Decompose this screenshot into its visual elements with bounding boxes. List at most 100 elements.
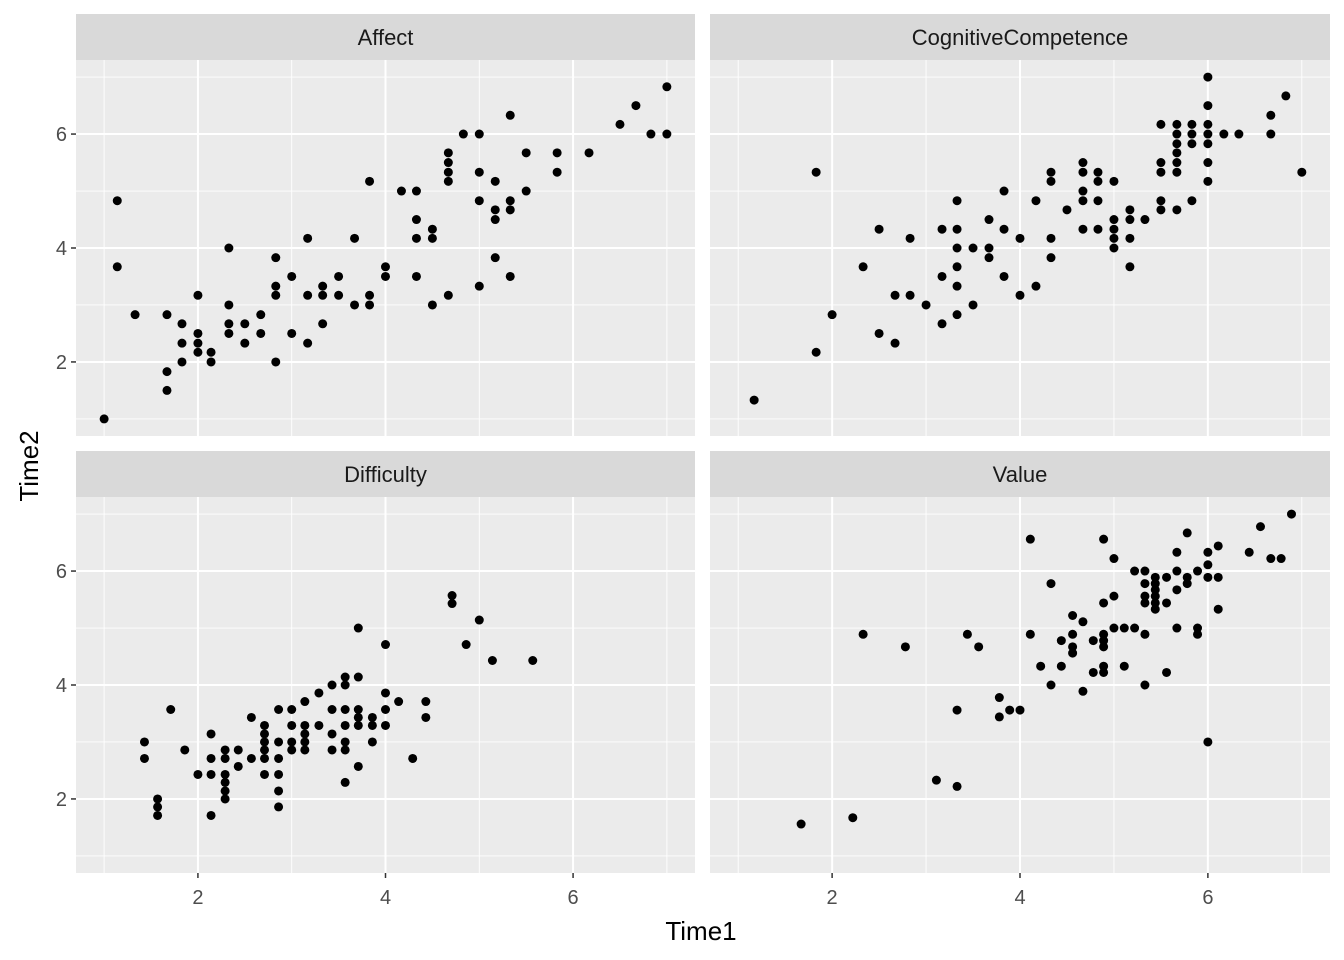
data-point <box>1099 636 1109 646</box>
data-point <box>443 176 453 186</box>
data-point <box>1078 224 1088 234</box>
data-point <box>900 642 910 652</box>
data-point <box>300 720 310 730</box>
data-point <box>365 300 375 310</box>
data-point <box>1156 119 1166 129</box>
data-point <box>447 599 457 609</box>
data-point <box>1109 224 1119 234</box>
data-point <box>177 338 187 348</box>
data-point <box>314 688 324 698</box>
data-point <box>1286 509 1296 519</box>
data-point <box>1099 598 1109 608</box>
data-point <box>180 745 190 755</box>
data-point <box>246 753 256 763</box>
data-point <box>461 640 471 650</box>
data-point <box>166 704 176 714</box>
data-point <box>1068 642 1078 652</box>
data-point <box>1109 554 1119 564</box>
data-point <box>937 271 947 281</box>
data-point <box>220 769 230 779</box>
data-point <box>411 186 421 196</box>
data-point <box>340 737 350 747</box>
data-point <box>381 704 390 714</box>
data-point <box>474 615 484 625</box>
data-point <box>848 813 858 823</box>
data-point <box>193 769 203 779</box>
data-point <box>1093 167 1103 177</box>
data-point <box>367 737 377 747</box>
data-point <box>1150 585 1160 595</box>
data-point <box>233 745 243 755</box>
data-point <box>365 176 375 186</box>
data-point <box>1140 579 1150 589</box>
data-point <box>240 338 250 348</box>
data-point <box>340 672 350 682</box>
y-tick-label: 6 <box>56 124 67 146</box>
data-point <box>811 347 821 357</box>
data-point <box>1093 176 1103 186</box>
data-point <box>139 737 149 747</box>
data-point <box>858 262 868 272</box>
data-point <box>984 253 994 263</box>
data-point <box>206 729 216 739</box>
data-point <box>1172 167 1182 177</box>
x-tick-label: 4 <box>380 887 391 909</box>
data-point <box>1056 661 1066 671</box>
data-point <box>458 129 468 139</box>
data-point <box>274 769 284 779</box>
data-point <box>327 745 337 755</box>
data-point <box>381 262 390 272</box>
y-tick-label: 6 <box>56 561 67 583</box>
points-affect <box>99 82 672 424</box>
data-point <box>162 310 172 320</box>
data-point <box>952 196 962 206</box>
data-point <box>220 753 230 763</box>
data-point <box>1172 139 1182 149</box>
data-point <box>1172 129 1182 139</box>
data-point <box>1203 560 1213 570</box>
data-point <box>353 672 363 682</box>
data-point <box>220 777 230 787</box>
strip-background <box>76 14 695 60</box>
data-point <box>193 347 203 357</box>
data-point <box>318 281 328 291</box>
data-point <box>1219 129 1229 139</box>
data-point <box>984 215 994 225</box>
data-point <box>490 205 500 215</box>
data-point <box>99 414 109 424</box>
data-point <box>318 290 328 300</box>
panel-title: Affect <box>358 25 414 50</box>
data-point <box>353 712 363 722</box>
data-point <box>381 640 390 650</box>
panel-title: CognitiveCompetence <box>912 25 1128 50</box>
data-point <box>381 688 390 698</box>
data-point <box>952 310 962 320</box>
data-point <box>327 729 337 739</box>
y-tick-label: 2 <box>56 352 67 374</box>
data-point <box>1203 737 1213 747</box>
strip-background <box>76 451 695 497</box>
data-point <box>1125 205 1135 215</box>
data-point <box>1093 196 1103 206</box>
data-point <box>1046 167 1056 177</box>
data-point <box>1088 667 1098 677</box>
data-point <box>193 290 203 300</box>
data-point <box>220 794 230 804</box>
data-point <box>1140 680 1150 690</box>
strip-background <box>710 451 1330 497</box>
data-point <box>162 385 172 395</box>
data-point <box>905 233 915 243</box>
data-point <box>303 233 313 243</box>
data-point <box>1203 72 1213 82</box>
data-point <box>318 319 328 329</box>
data-point <box>1025 629 1035 639</box>
data-point <box>490 176 500 186</box>
data-point <box>1172 566 1182 576</box>
data-point <box>1266 554 1276 564</box>
data-point <box>952 781 962 791</box>
data-point <box>246 712 256 722</box>
data-point <box>1109 243 1119 253</box>
data-point <box>962 629 972 639</box>
data-point <box>1172 148 1182 158</box>
data-point <box>224 319 234 329</box>
